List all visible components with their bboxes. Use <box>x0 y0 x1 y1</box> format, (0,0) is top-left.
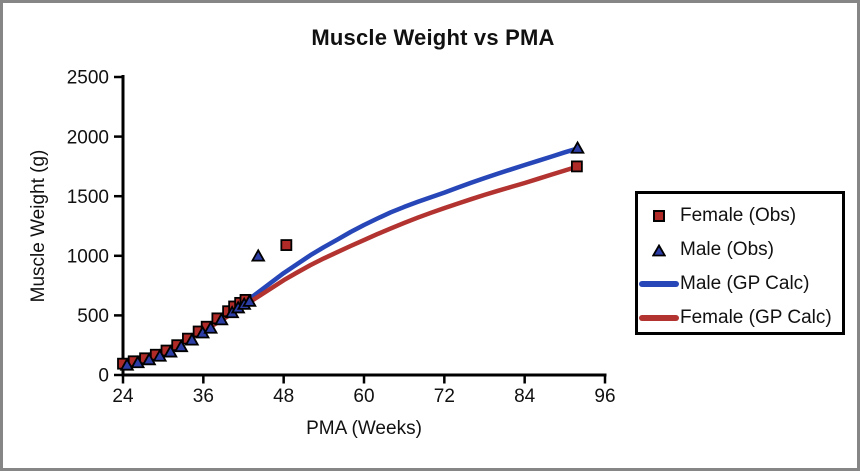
svg-text:2500: 2500 <box>67 68 109 89</box>
legend-label: Female (Obs) <box>680 205 797 226</box>
svg-text:0: 0 <box>98 366 109 387</box>
svg-text:96: 96 <box>594 386 615 407</box>
svg-text:1500: 1500 <box>67 187 109 208</box>
x-axis-title: PMA (Weeks) <box>306 418 422 439</box>
svg-text:60: 60 <box>353 386 374 407</box>
female-obs-square-marker-icon <box>638 209 680 223</box>
male-obs-triangle-marker-icon <box>638 243 680 257</box>
legend-item-male-obs: Male (Obs) <box>638 233 842 267</box>
svg-text:24: 24 <box>112 386 134 407</box>
legend-label: Male (GP Calc) <box>680 273 810 294</box>
svg-text:36: 36 <box>193 386 214 407</box>
svg-text:2000: 2000 <box>67 127 109 148</box>
svg-text:1000: 1000 <box>67 246 109 267</box>
svg-text:48: 48 <box>273 386 294 407</box>
svg-text:84: 84 <box>514 386 536 407</box>
legend-label: Female (GP Calc) <box>680 307 832 328</box>
plot-area: 0 500 1000 1500 2000 2500 24 36 48 60 72 84 96 <box>67 68 616 407</box>
male-gp-line-icon <box>638 281 680 287</box>
legend-label: Male (Obs) <box>680 239 774 260</box>
y-axis-title: Muscle Weight (g) <box>28 149 49 303</box>
female-gp-line-icon <box>638 315 680 321</box>
svg-text:500: 500 <box>77 306 109 327</box>
legend-box: Female (Obs) Male (Obs) Male (GP Calc) F… <box>635 191 845 335</box>
svg-text:72: 72 <box>434 386 455 407</box>
legend-item-female-obs: Female (Obs) <box>638 199 842 233</box>
chart-title: Muscle Weight vs PMA <box>311 25 555 50</box>
legend-item-female-gp-calc: Female (GP Calc) <box>638 301 842 335</box>
legend-item-male-gp-calc: Male (GP Calc) <box>638 267 842 301</box>
